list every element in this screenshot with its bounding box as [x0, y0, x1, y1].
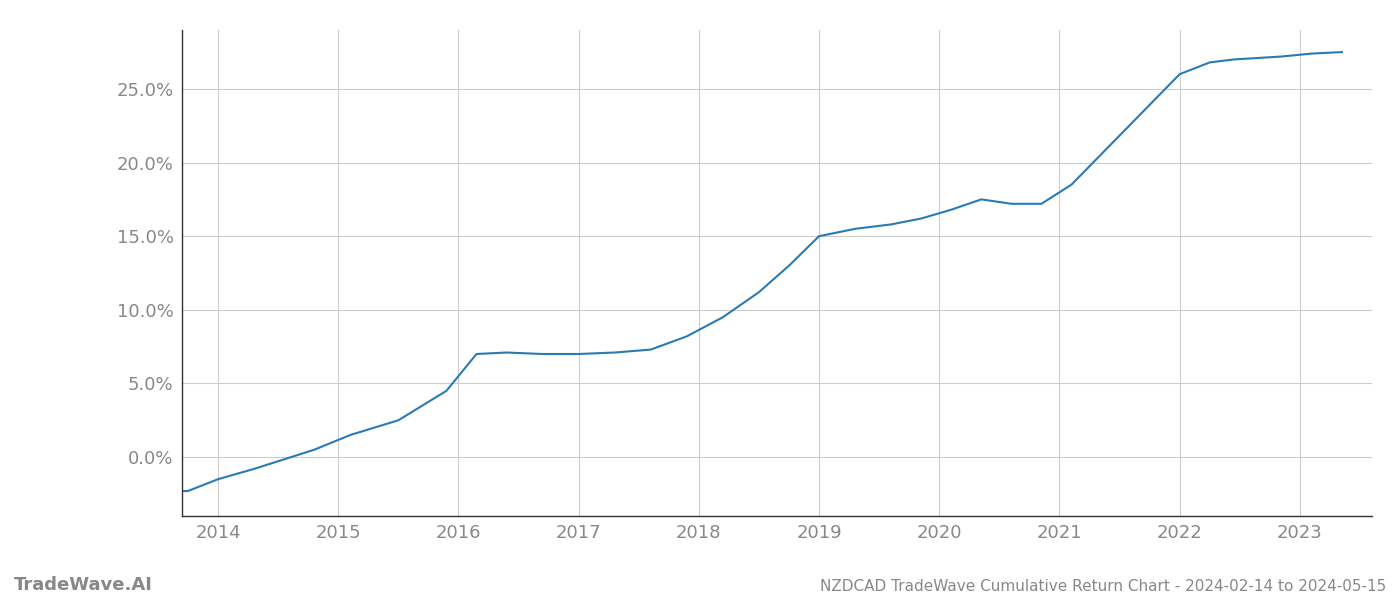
- Text: TradeWave.AI: TradeWave.AI: [14, 576, 153, 594]
- Text: NZDCAD TradeWave Cumulative Return Chart - 2024-02-14 to 2024-05-15: NZDCAD TradeWave Cumulative Return Chart…: [820, 579, 1386, 594]
